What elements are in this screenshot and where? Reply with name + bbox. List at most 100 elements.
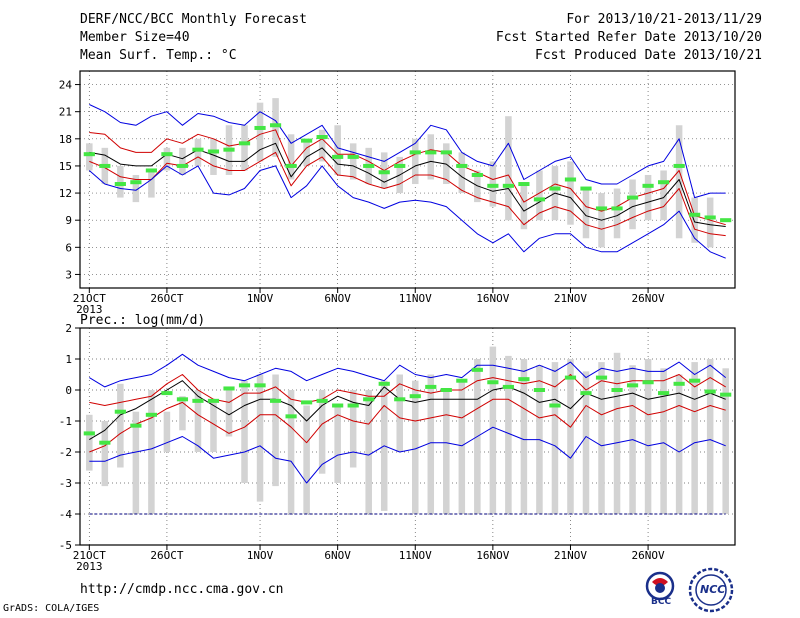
ensemble-spread-box	[163, 411, 171, 452]
x-tick-label: 11NOV	[399, 549, 432, 562]
ensemble-spread-box	[505, 116, 512, 221]
ensemble-spread-box	[163, 147, 171, 171]
source-url[interactable]: http://cmdp.ncc.cma.gov.cn	[80, 582, 284, 597]
y-tick-label: 15	[59, 160, 72, 173]
ensemble-spread-box	[179, 396, 186, 431]
ensemble-spread-box	[443, 390, 450, 514]
ensemble-spread-box	[706, 359, 714, 514]
ensemble-spread-box	[660, 170, 667, 221]
median-marker	[332, 403, 344, 408]
ncc-logo-icon	[688, 567, 734, 613]
median-marker	[704, 215, 716, 220]
ensemble-spread-box	[458, 380, 466, 514]
y-tick-label: -4	[59, 508, 73, 521]
median-marker	[99, 440, 111, 445]
median-marker	[176, 163, 189, 168]
ensemble-spread-box	[194, 138, 202, 166]
plot-frame	[79, 327, 736, 546]
ensemble-spread-box	[505, 355, 512, 514]
ensemble-spread-box	[225, 390, 233, 437]
median-marker	[223, 386, 235, 391]
ensemble-spread-box	[613, 188, 621, 239]
ensemble-spread-box	[536, 170, 543, 221]
x-tick-label: 21NOV	[554, 549, 587, 562]
median-marker	[456, 378, 468, 383]
x-tick-label: 26OCT	[150, 292, 183, 305]
y-tick-label: -3	[59, 477, 72, 490]
median-marker	[518, 377, 530, 382]
ensemble-spread-box	[318, 390, 326, 474]
ensemble-spread-box	[272, 98, 279, 157]
ensemble-spread-box	[722, 368, 729, 514]
ensemble-spread-box	[194, 390, 202, 452]
median-marker	[114, 182, 126, 187]
median-marker	[564, 177, 577, 182]
median-marker	[347, 154, 359, 159]
ensemble-spread-box	[691, 362, 698, 514]
median-marker	[502, 384, 514, 389]
median-marker	[487, 380, 499, 385]
ncc-logo-text: NCC	[700, 583, 726, 596]
ensemble-spread-box	[644, 174, 652, 221]
median-marker	[471, 172, 483, 177]
median-marker	[378, 381, 390, 386]
median-marker	[658, 180, 670, 185]
median-marker	[502, 183, 514, 188]
median-marker	[378, 170, 390, 175]
median-marker	[564, 375, 577, 380]
ensemble-spread-box	[148, 170, 155, 198]
grads-credit: GrADS: COLA/IGES	[3, 603, 100, 614]
y-tick-label: 6	[65, 241, 72, 254]
ensemble-spread-box	[334, 125, 341, 175]
ensemble-spread-box	[567, 161, 574, 225]
y-tick-label: 3	[65, 268, 72, 281]
ensemble-spread-box	[132, 174, 140, 203]
x-tick-label: 26NOV	[632, 292, 665, 305]
ensemble-spread-box	[287, 134, 295, 180]
median-marker	[207, 398, 220, 403]
series-line-inner-low	[89, 398, 726, 453]
forecast-start-date: Fcst Started Refer Date 2013/10/20	[495, 30, 762, 45]
median-marker	[301, 138, 313, 143]
ensemble-spread-box	[629, 179, 636, 230]
y-tick-label: 1	[65, 353, 72, 366]
series-line-inner-high	[89, 374, 726, 406]
x-tick-year-label: 2013	[76, 560, 103, 573]
median-marker	[269, 398, 282, 403]
ensemble-spread-box	[349, 390, 357, 468]
chart-title: DERF/NCC/BCC Monthly Forecast	[80, 12, 307, 27]
y-tick-label: -2	[59, 446, 72, 459]
median-marker	[456, 163, 468, 168]
median-marker	[689, 212, 701, 217]
series-line-inner-low	[89, 151, 726, 237]
median-marker	[549, 403, 561, 408]
median-marker	[238, 383, 251, 388]
ensemble-spread-box	[210, 399, 217, 452]
median-marker	[533, 197, 546, 202]
median-marker	[425, 150, 437, 155]
ensemble-spread-box	[241, 125, 248, 171]
median-marker	[440, 388, 452, 392]
x-tick-label: 6NOV	[324, 292, 351, 305]
median-marker	[673, 163, 685, 168]
median-marker	[704, 389, 716, 394]
series-line-outer-high	[89, 353, 727, 388]
series-line-inner-high	[89, 129, 726, 226]
ensemble-spread-box	[256, 102, 264, 162]
y-tick-label: 2	[65, 322, 72, 335]
ensemble-spread-box	[520, 359, 528, 514]
ensemble-spread-box	[582, 371, 590, 514]
median-marker	[83, 431, 95, 436]
forecast-produced-date: Fcst Produced Date 2013/10/21	[535, 48, 762, 63]
y-tick-label: -1	[59, 415, 72, 428]
ensemble-spread-box	[86, 143, 93, 171]
ensemble-spread-box	[210, 138, 217, 175]
ensemble-spread-box	[706, 197, 714, 248]
forecast-period: For 2013/10/21-2013/11/29	[566, 12, 762, 27]
median-marker	[642, 380, 654, 385]
median-marker	[580, 186, 592, 191]
y-tick-label: 18	[59, 133, 72, 146]
ensemble-spread-box	[303, 138, 310, 166]
ensemble-spread-box	[241, 380, 248, 483]
x-tick-label: 11NOV	[399, 292, 432, 305]
